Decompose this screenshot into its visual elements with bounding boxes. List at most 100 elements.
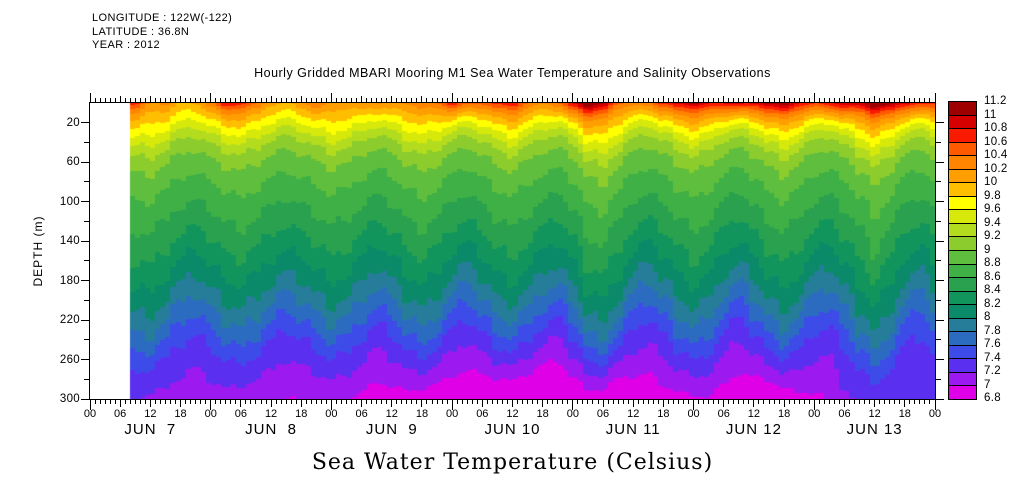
x-hour-label: 12	[868, 408, 881, 420]
x-tick	[149, 400, 151, 407]
x-hour-label: 00	[83, 408, 97, 420]
x-tick	[446, 98, 448, 102]
x-tick	[662, 96, 664, 102]
x-tick	[698, 98, 700, 102]
x-tick	[486, 400, 488, 404]
x-tick	[371, 400, 373, 404]
x-tick	[869, 400, 871, 404]
y-tick	[84, 181, 89, 183]
colorbar-tick-label: 11	[984, 108, 997, 121]
x-tick	[325, 400, 327, 404]
x-tick	[864, 400, 866, 404]
x-tick	[798, 98, 800, 102]
x-tick	[461, 98, 463, 102]
x-tick	[919, 98, 921, 102]
x-tick	[431, 98, 433, 102]
x-tick	[602, 400, 604, 407]
x-tick	[567, 400, 569, 404]
x-tick	[763, 400, 765, 404]
x-hour-label: 18	[415, 408, 429, 420]
x-tick	[466, 98, 468, 102]
x-tick	[114, 400, 116, 404]
x-tick	[295, 98, 297, 102]
x-tick	[275, 400, 277, 404]
x-hour-label: 00	[446, 408, 459, 420]
x-tick	[652, 98, 654, 102]
x-tick	[340, 400, 342, 404]
x-tick	[662, 400, 664, 407]
x-tick	[421, 400, 423, 407]
x-tick	[235, 98, 237, 102]
x-tick	[753, 400, 755, 407]
x-tick	[627, 98, 629, 102]
x-tick	[280, 98, 282, 102]
x-tick	[607, 400, 609, 404]
x-tick	[245, 98, 247, 102]
x-tick	[828, 400, 830, 404]
colorbar-cell	[949, 317, 976, 332]
x-tick	[471, 400, 473, 404]
x-tick	[672, 400, 674, 404]
x-tick	[577, 400, 579, 404]
colorbar-tick-label: 7.8	[984, 324, 1001, 337]
x-tick	[672, 98, 674, 102]
x-tick	[637, 98, 639, 102]
x-tick	[250, 400, 252, 404]
x-tick	[778, 98, 780, 102]
x-tick	[557, 98, 559, 102]
x-tick	[255, 400, 257, 404]
x-tick	[361, 96, 363, 102]
x-tick	[386, 400, 388, 404]
x-tick	[808, 98, 810, 102]
x-tick	[557, 400, 559, 404]
x-tick	[250, 98, 252, 102]
x-hour-label: 00	[687, 408, 700, 420]
x-tick	[622, 98, 624, 102]
x-tick	[803, 98, 805, 102]
x-hour-label: 18	[536, 408, 549, 420]
x-tick	[109, 400, 111, 404]
y-tick-label: 60	[66, 156, 80, 169]
x-tick	[164, 98, 166, 102]
x-hour-label: 18	[898, 408, 911, 420]
x-hour-label: 00	[325, 408, 338, 420]
x-tick	[195, 98, 197, 102]
x-tick	[617, 400, 619, 404]
colorbar-tick-label: 9.4	[984, 216, 1001, 229]
colorbar-cell	[949, 371, 976, 386]
x-tick	[723, 96, 725, 102]
x-tick	[667, 98, 669, 102]
x-tick	[587, 98, 589, 102]
x-tick	[190, 98, 192, 102]
x-tick	[290, 98, 292, 102]
colorbar-tick-label: 9	[984, 243, 991, 256]
x-tick	[914, 98, 916, 102]
x-tick	[592, 400, 594, 404]
x-tick	[340, 98, 342, 102]
x-tick	[325, 98, 327, 102]
colorbar-tick-label: 9.2	[984, 230, 1001, 242]
x-hour-label: 18	[174, 408, 187, 420]
x-tick	[657, 400, 659, 404]
x-tick	[723, 400, 725, 407]
temperature-field	[90, 103, 935, 399]
x-tick	[622, 400, 624, 404]
x-tick	[159, 98, 161, 102]
x-tick	[164, 400, 166, 404]
x-tick	[788, 400, 790, 404]
x-tick	[205, 400, 207, 404]
x-tick	[371, 98, 373, 102]
x-tick	[300, 96, 302, 102]
x-tick	[904, 96, 906, 102]
colorbar-tick-label: 11.2	[984, 95, 1007, 107]
x-tick	[517, 98, 519, 102]
x-tick	[175, 400, 176, 404]
x-tick	[381, 400, 383, 404]
x-tick	[285, 400, 287, 404]
y-tick	[936, 260, 941, 262]
x-tick	[693, 400, 695, 410]
x-tick	[305, 98, 307, 102]
x-tick	[431, 400, 433, 404]
x-tick	[828, 98, 830, 102]
x-tick	[356, 98, 358, 102]
